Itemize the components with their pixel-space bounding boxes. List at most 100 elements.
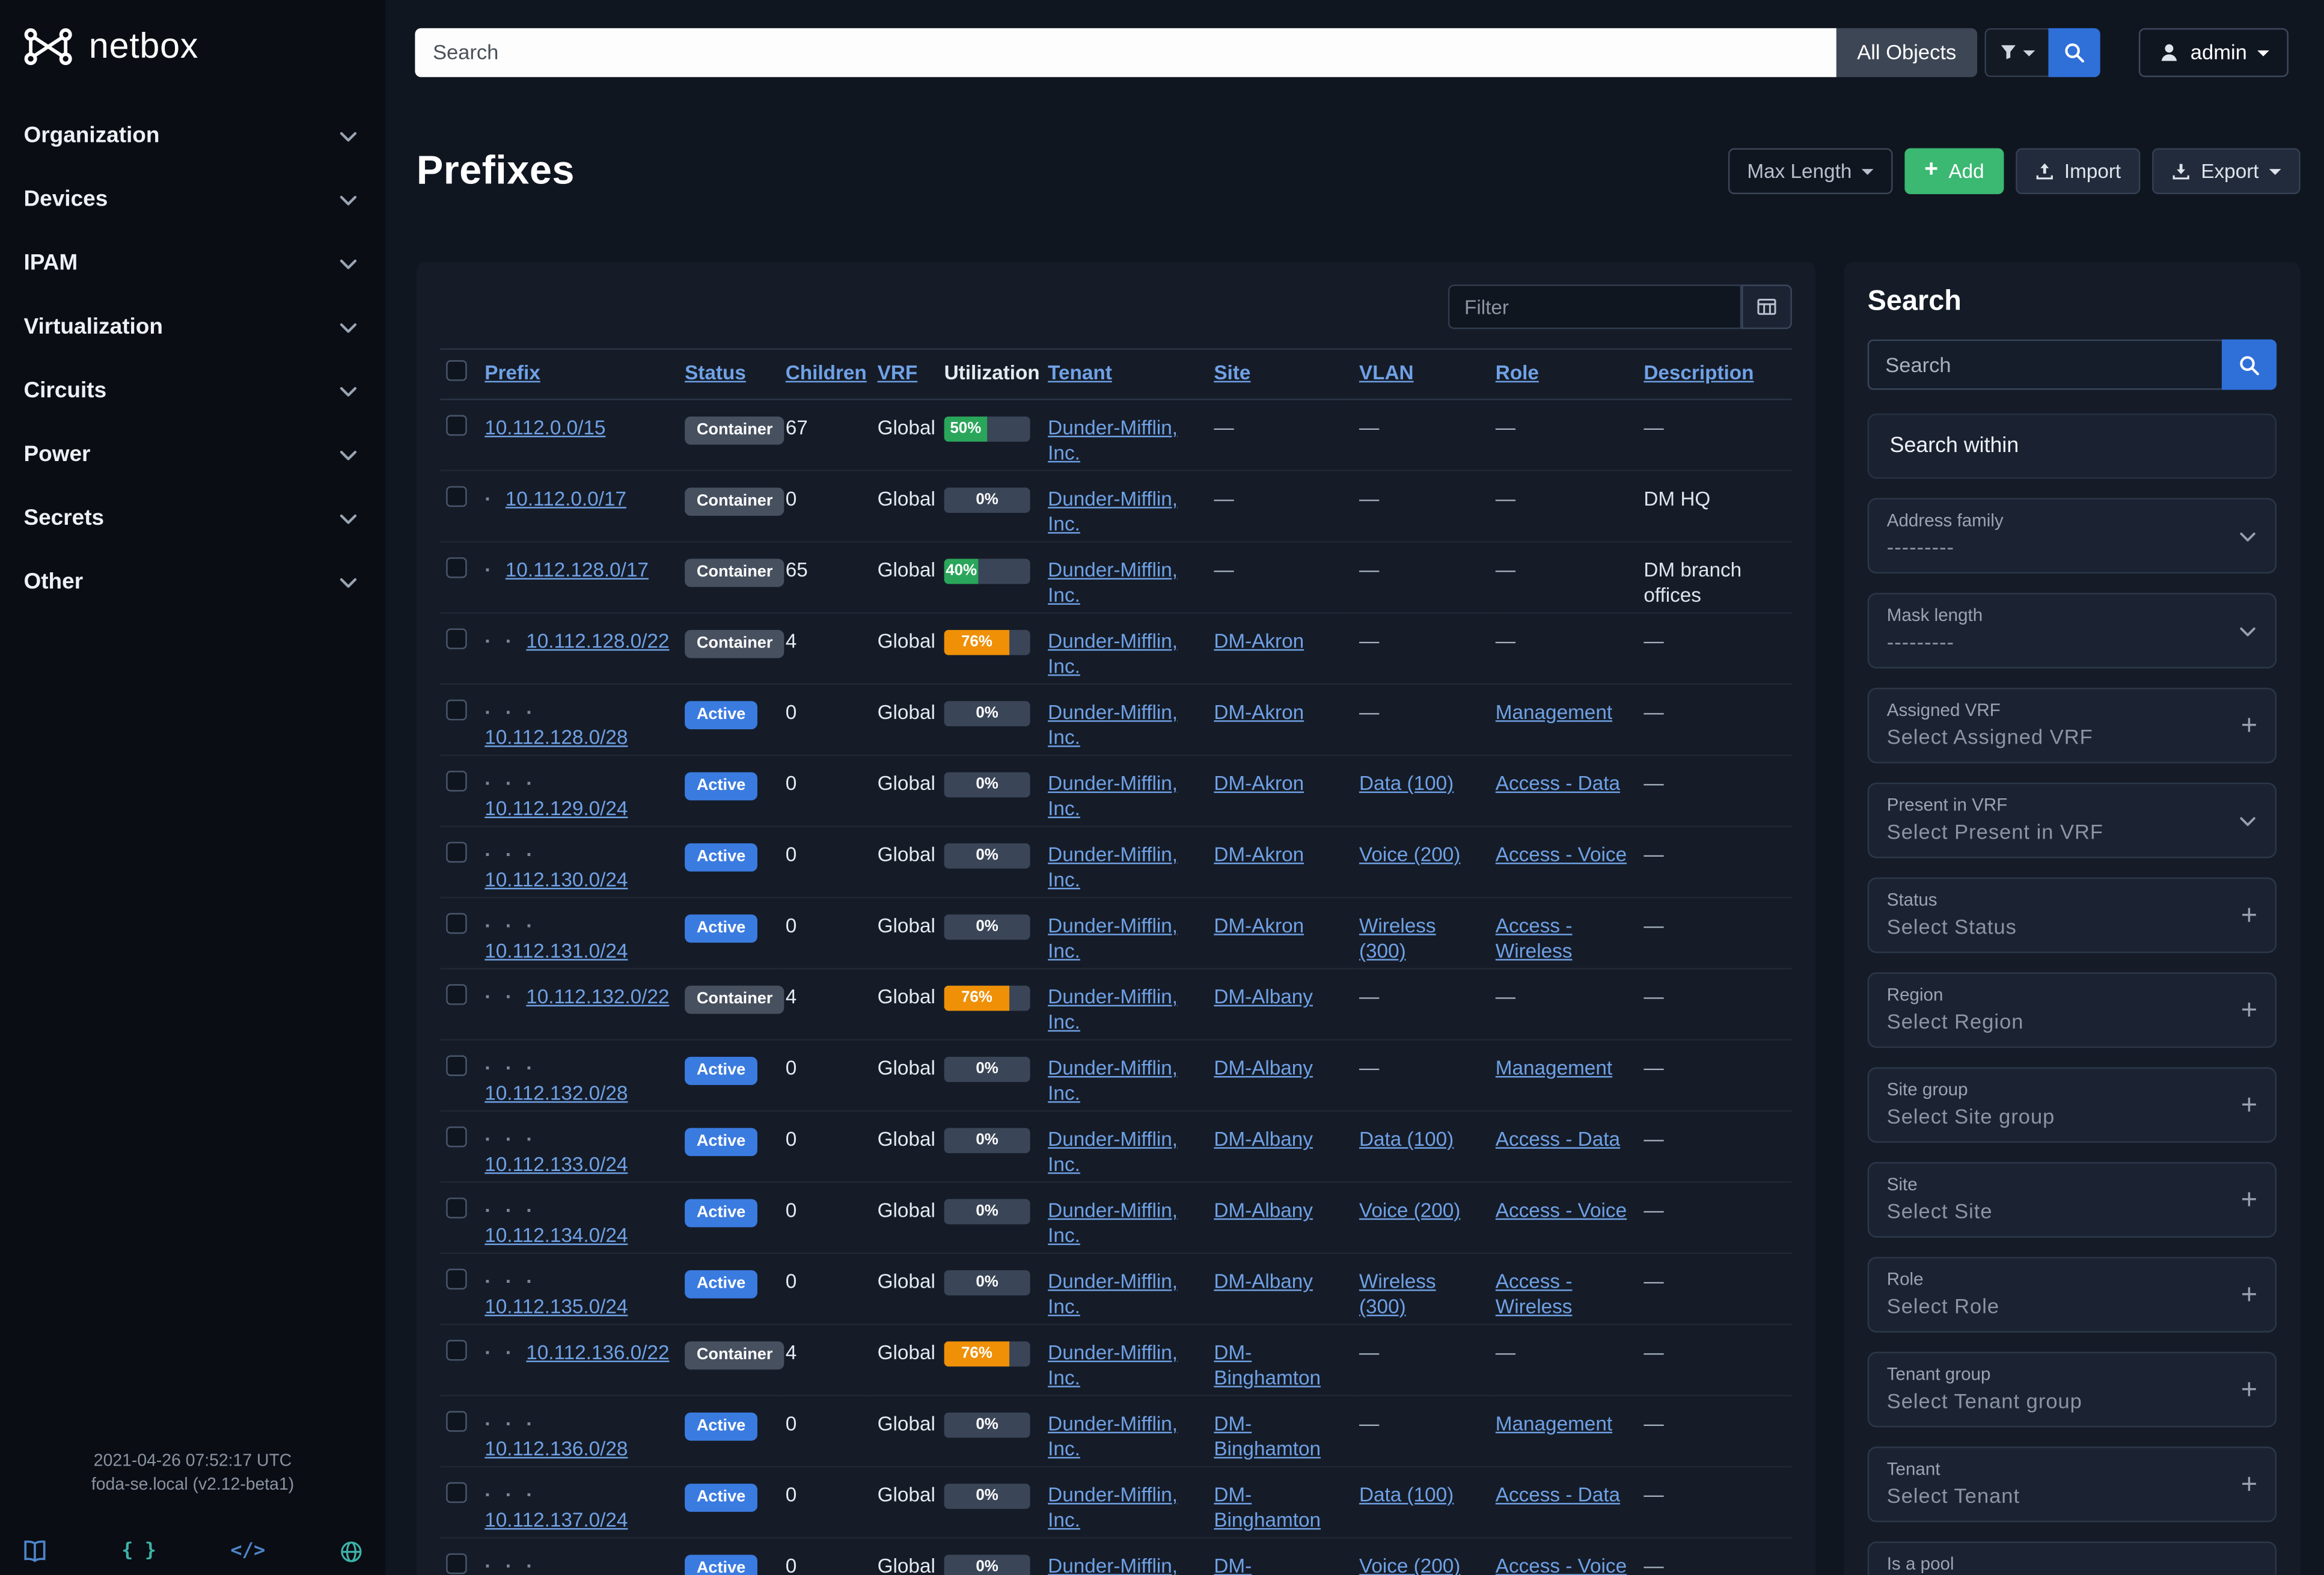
export-button[interactable]: Export bbox=[2151, 148, 2301, 194]
prefix-link[interactable]: 10.112.0.0/17 bbox=[505, 488, 626, 510]
vlan-link[interactable]: Wireless (300) bbox=[1359, 1270, 1436, 1318]
row-checkbox[interactable] bbox=[446, 1482, 467, 1503]
vlan-link[interactable]: Wireless (300) bbox=[1359, 914, 1436, 962]
search-scope-selector[interactable]: All Objects bbox=[1836, 27, 1977, 76]
row-checkbox[interactable] bbox=[446, 415, 467, 436]
row-checkbox[interactable] bbox=[446, 699, 467, 721]
row-checkbox[interactable] bbox=[446, 1126, 467, 1148]
role-link[interactable]: Access - Data bbox=[1495, 1484, 1620, 1506]
tenant-link[interactable]: Dunder-Mifflin, Inc. bbox=[1048, 488, 1178, 536]
vlan-link[interactable]: Data (100) bbox=[1359, 1484, 1454, 1506]
filter-site[interactable]: Site Select Site + bbox=[1867, 1162, 2277, 1238]
role-link[interactable]: Access - Wireless bbox=[1495, 1270, 1573, 1318]
tenant-link[interactable]: Dunder-Mifflin, Inc. bbox=[1048, 1199, 1178, 1247]
sort-link[interactable]: Role bbox=[1495, 361, 1539, 384]
select-all-checkbox[interactable] bbox=[446, 360, 467, 381]
site-link[interactable]: DM-Akron bbox=[1214, 629, 1304, 652]
role-link[interactable]: Management bbox=[1495, 701, 1613, 724]
row-checkbox[interactable] bbox=[446, 557, 467, 578]
code-icon[interactable]: </> bbox=[230, 1540, 266, 1562]
role-link[interactable]: Management bbox=[1495, 1056, 1613, 1079]
global-search-input[interactable] bbox=[415, 27, 1836, 76]
sidebar-item-devices[interactable]: Devices bbox=[0, 168, 385, 231]
row-checkbox[interactable] bbox=[446, 1268, 467, 1290]
filter-address-family[interactable]: Address family --------- bbox=[1867, 498, 2277, 574]
row-checkbox[interactable] bbox=[446, 1197, 467, 1219]
tenant-link[interactable]: Dunder-Mifflin, Inc. bbox=[1048, 985, 1178, 1033]
role-link[interactable]: Access - Data bbox=[1495, 772, 1620, 795]
vlan-link[interactable]: Voice (200) bbox=[1359, 1555, 1461, 1575]
site-link[interactable]: DM-Binghamton bbox=[1214, 1341, 1321, 1389]
tenant-link[interactable]: Dunder-Mifflin, Inc. bbox=[1048, 1412, 1178, 1460]
site-link[interactable]: DM-Akron bbox=[1214, 772, 1304, 795]
filter-assigned-vrf[interactable]: Assigned VRF Select Assigned VRF + bbox=[1867, 688, 2277, 763]
prefix-link[interactable]: 10.112.128.0/22 bbox=[526, 629, 670, 652]
prefix-link[interactable]: 10.112.131.0/24 bbox=[485, 940, 628, 962]
tenant-link[interactable]: Dunder-Mifflin, Inc. bbox=[1048, 843, 1178, 891]
role-link[interactable]: Access - Wireless bbox=[1495, 914, 1573, 962]
role-link[interactable]: Access - Voice bbox=[1495, 1199, 1627, 1222]
site-link[interactable]: DM-Binghamton bbox=[1214, 1555, 1252, 1575]
tenant-link[interactable]: Dunder-Mifflin, Inc. bbox=[1048, 558, 1178, 607]
tenant-link[interactable]: Dunder-Mifflin, Inc. bbox=[1048, 1555, 1178, 1575]
sort-link[interactable]: Prefix bbox=[485, 361, 540, 384]
filter-present-in-vrf[interactable]: Present in VRF Select Present in VRF bbox=[1867, 782, 2277, 858]
sidebar-item-other[interactable]: Other bbox=[0, 550, 385, 614]
sort-link[interactable]: VLAN bbox=[1359, 361, 1414, 384]
vlan-link[interactable]: Voice (200) bbox=[1359, 843, 1461, 866]
prefix-link[interactable]: 10.112.0.0/15 bbox=[485, 416, 606, 439]
filter-site-group[interactable]: Site group Select Site group + bbox=[1867, 1067, 2277, 1143]
sort-link[interactable]: VRF bbox=[877, 361, 918, 384]
filter-is-a-pool[interactable]: Is a pool--------- bbox=[1867, 1541, 2277, 1575]
prefix-link[interactable]: 10.112.132.0/28 bbox=[485, 1081, 628, 1104]
site-link[interactable]: DM-Albany bbox=[1214, 1199, 1313, 1222]
prefix-link[interactable]: 10.112.133.0/24 bbox=[485, 1153, 628, 1176]
prefix-link[interactable]: 10.112.129.0/24 bbox=[485, 797, 628, 820]
vlan-link[interactable]: Voice (200) bbox=[1359, 1199, 1461, 1222]
brand-home-link[interactable]: netbox bbox=[0, 0, 385, 80]
role-link[interactable]: Access - Data bbox=[1495, 1128, 1620, 1151]
prefix-link[interactable]: 10.112.136.0/28 bbox=[485, 1437, 628, 1460]
tenant-link[interactable]: Dunder-Mifflin, Inc. bbox=[1048, 416, 1178, 464]
row-checkbox[interactable] bbox=[446, 1553, 467, 1574]
sort-link[interactable]: Status bbox=[685, 361, 746, 384]
search-submit-button[interactable] bbox=[2048, 27, 2100, 76]
role-link[interactable]: Access - Voice bbox=[1495, 843, 1627, 866]
role-link[interactable]: Access - Voice bbox=[1495, 1555, 1627, 1575]
search-within-toggle[interactable]: Search within bbox=[1867, 413, 2277, 479]
tenant-link[interactable]: Dunder-Mifflin, Inc. bbox=[1048, 1341, 1178, 1389]
tenant-link[interactable]: Dunder-Mifflin, Inc. bbox=[1048, 772, 1178, 820]
row-checkbox[interactable] bbox=[446, 842, 467, 863]
prefix-link[interactable]: 10.112.134.0/24 bbox=[485, 1224, 628, 1247]
site-link[interactable]: DM-Albany bbox=[1214, 1128, 1313, 1151]
panel-search-input[interactable] bbox=[1867, 339, 2222, 390]
row-checkbox[interactable] bbox=[446, 1411, 467, 1432]
rest-api-icon[interactable]: { } bbox=[121, 1540, 157, 1562]
prefix-link[interactable]: 10.112.135.0/24 bbox=[485, 1295, 628, 1318]
filter-status[interactable]: Status Select Status + bbox=[1867, 877, 2277, 953]
table-filter-input[interactable] bbox=[1448, 284, 1742, 329]
user-menu-button[interactable]: admin bbox=[2138, 27, 2289, 76]
filter-tenant[interactable]: Tenant Select Tenant + bbox=[1867, 1446, 2277, 1523]
search-filter-button[interactable] bbox=[1984, 27, 2049, 76]
row-checkbox[interactable] bbox=[446, 771, 467, 792]
tenant-link[interactable]: Dunder-Mifflin, Inc. bbox=[1048, 1484, 1178, 1531]
globe-icon[interactable] bbox=[340, 1540, 363, 1563]
role-link[interactable]: Management bbox=[1495, 1412, 1613, 1435]
tenant-link[interactable]: Dunder-Mifflin, Inc. bbox=[1048, 914, 1178, 962]
tenant-link[interactable]: Dunder-Mifflin, Inc. bbox=[1048, 1056, 1178, 1104]
site-link[interactable]: DM-Akron bbox=[1214, 701, 1304, 724]
row-checkbox[interactable] bbox=[446, 1055, 467, 1077]
add-button[interactable]: + Add bbox=[1905, 148, 2004, 194]
sort-link[interactable]: Tenant bbox=[1048, 361, 1112, 384]
site-link[interactable]: DM-Binghamton bbox=[1214, 1484, 1321, 1531]
tenant-link[interactable]: Dunder-Mifflin, Inc. bbox=[1048, 1270, 1178, 1318]
tenant-link[interactable]: Dunder-Mifflin, Inc. bbox=[1048, 629, 1178, 677]
import-button[interactable]: Import bbox=[2015, 148, 2141, 194]
filter-region[interactable]: Region Select Region + bbox=[1867, 972, 2277, 1048]
sidebar-item-virtualization[interactable]: Virtualization bbox=[0, 295, 385, 359]
row-checkbox[interactable] bbox=[446, 984, 467, 1005]
site-link[interactable]: DM-Albany bbox=[1214, 985, 1313, 1008]
tenant-link[interactable]: Dunder-Mifflin, Inc. bbox=[1048, 1128, 1178, 1176]
prefix-link[interactable]: 10.112.132.0/22 bbox=[526, 985, 670, 1008]
